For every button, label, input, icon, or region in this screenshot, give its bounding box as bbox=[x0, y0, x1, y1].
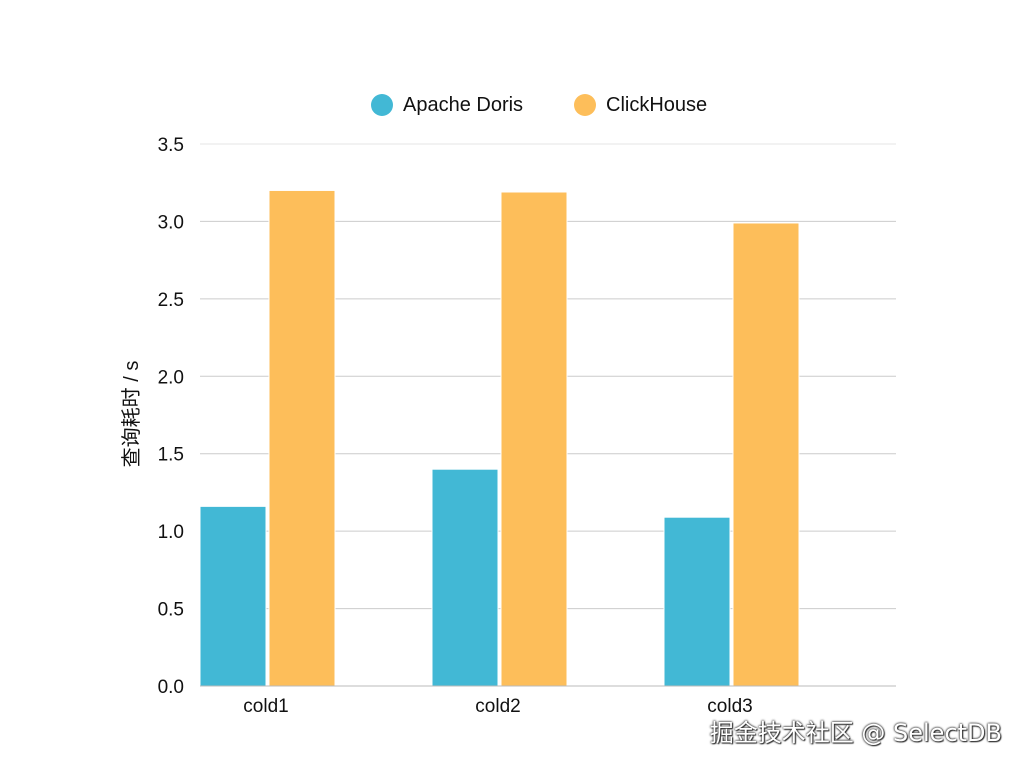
x-tick-label: cold1 bbox=[243, 696, 288, 717]
axes: 0.0 0.5 1.0 1.5 2.0 2.5 3.0 3.5 cold1 cold2 cold3 bbox=[158, 135, 896, 717]
y-tick-label: 1.5 bbox=[158, 445, 184, 466]
bar bbox=[663, 516, 731, 687]
bar bbox=[268, 189, 336, 687]
y-tick-label: 0.0 bbox=[158, 677, 184, 698]
bar bbox=[732, 222, 800, 687]
y-tick-label: 1.0 bbox=[158, 522, 184, 543]
y-axis-title: 查询耗时 / s bbox=[120, 361, 143, 468]
bar bbox=[199, 505, 267, 687]
bar bbox=[431, 468, 499, 687]
bar bbox=[500, 191, 568, 687]
x-tick-label: cold2 bbox=[475, 696, 520, 717]
legend-marker bbox=[371, 94, 393, 116]
legend: Apache Doris ClickHouse bbox=[371, 94, 707, 116]
y-tick-label: 2.5 bbox=[158, 290, 184, 311]
y-tick-label: 3.0 bbox=[158, 212, 184, 233]
y-tick-label: 3.5 bbox=[158, 135, 184, 156]
watermark: 掘金技术社区 @ SelectDB bbox=[709, 719, 1002, 747]
y-tick-label: 2.0 bbox=[158, 367, 184, 388]
legend-label: Apache Doris bbox=[403, 94, 523, 116]
x-tick-label: cold3 bbox=[707, 696, 752, 717]
bars bbox=[199, 189, 800, 687]
legend-label: ClickHouse bbox=[606, 94, 707, 116]
y-tick-label: 0.5 bbox=[158, 600, 184, 621]
legend-marker bbox=[574, 94, 596, 116]
